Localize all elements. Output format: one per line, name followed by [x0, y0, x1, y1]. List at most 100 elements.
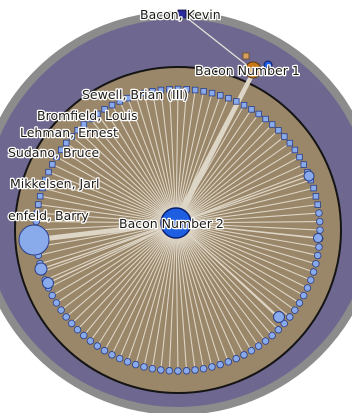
ring-node[interactable] — [33, 209, 41, 217]
ring-node-large[interactable] — [34, 262, 48, 276]
ring-node[interactable] — [115, 354, 124, 363]
ring-node[interactable] — [183, 86, 190, 93]
ring-node[interactable] — [312, 260, 320, 268]
ring-node[interactable] — [295, 299, 304, 307]
ring-node[interactable] — [52, 299, 61, 307]
ring-node[interactable] — [57, 306, 65, 314]
ring-node[interactable] — [45, 168, 52, 176]
ring-node[interactable] — [123, 358, 132, 366]
ring-node[interactable] — [291, 146, 299, 154]
ring-node-large[interactable] — [42, 277, 54, 289]
ring-node[interactable] — [224, 358, 232, 366]
ring-node[interactable] — [166, 86, 173, 93]
ring-node[interactable] — [269, 121, 276, 128]
ring-node[interactable] — [300, 291, 308, 300]
ring-node[interactable] — [255, 110, 262, 118]
ring-node[interactable] — [67, 319, 76, 328]
ring-node[interactable] — [315, 209, 323, 217]
ring-node[interactable] — [281, 133, 288, 140]
ring-node[interactable] — [240, 351, 248, 359]
ring-node[interactable] — [140, 363, 148, 371]
ring-node[interactable] — [303, 284, 312, 292]
ring-node[interactable] — [232, 354, 240, 363]
ring-node[interactable] — [63, 139, 70, 147]
ring-node[interactable] — [233, 98, 240, 105]
ring-node[interactable] — [36, 192, 44, 200]
ring-node[interactable] — [312, 193, 320, 200]
ring-node[interactable] — [254, 342, 263, 350]
ring-node[interactable] — [42, 176, 49, 184]
ring-node[interactable] — [53, 153, 60, 161]
ring-node[interactable] — [225, 94, 232, 102]
ring-node[interactable] — [73, 325, 82, 334]
ring-node[interactable] — [268, 331, 276, 340]
ring-node[interactable] — [248, 106, 255, 113]
ring-node[interactable] — [35, 201, 42, 208]
ring-node[interactable] — [157, 366, 165, 374]
ring-node[interactable] — [157, 86, 165, 94]
ring-node[interactable] — [310, 184, 317, 192]
ring-node[interactable] — [199, 365, 208, 373]
ring-node[interactable] — [132, 92, 140, 99]
ring-node[interactable] — [280, 319, 288, 328]
ring-node[interactable] — [314, 201, 321, 208]
ring-node-large[interactable] — [273, 311, 285, 323]
ring-node[interactable] — [140, 89, 148, 97]
ring-node[interactable] — [48, 291, 56, 300]
bacon-number-2-hub[interactable] — [160, 207, 192, 239]
ring-node[interactable] — [62, 313, 70, 321]
bacon-number-1-peer-node[interactable] — [263, 60, 273, 70]
ring-node[interactable] — [182, 367, 191, 375]
ring-node[interactable] — [49, 161, 56, 168]
ring-node[interactable] — [208, 89, 216, 97]
ring-node[interactable] — [174, 367, 182, 375]
ring-node[interactable] — [316, 226, 324, 234]
ring-node[interactable] — [86, 337, 95, 345]
ring-node[interactable] — [74, 127, 81, 134]
ring-node[interactable] — [191, 366, 199, 374]
ring-node[interactable] — [57, 146, 65, 154]
ring-node[interactable] — [313, 251, 322, 260]
ring-node[interactable] — [309, 268, 318, 276]
ring-node[interactable] — [148, 364, 157, 373]
ring-node[interactable] — [174, 85, 182, 93]
ring-node[interactable] — [286, 139, 294, 147]
ring-node[interactable] — [296, 153, 303, 161]
ring-node[interactable] — [80, 331, 88, 340]
ring-node-large[interactable] — [303, 170, 315, 182]
ring-node[interactable] — [208, 363, 216, 371]
ring-node[interactable] — [262, 115, 269, 123]
ring-node[interactable] — [240, 101, 248, 109]
ring-node[interactable] — [191, 86, 199, 94]
ring-node[interactable] — [100, 346, 109, 355]
ring-node[interactable] — [291, 306, 299, 314]
ring-node[interactable] — [316, 217, 324, 226]
ring-node[interactable] — [149, 88, 156, 95]
ring-node[interactable] — [94, 110, 101, 118]
ring-node[interactable] — [131, 360, 140, 369]
ring-node[interactable] — [124, 94, 131, 102]
ring-node[interactable] — [68, 133, 75, 140]
kevin-bacon-root-node[interactable] — [177, 9, 187, 19]
ring-node[interactable] — [261, 337, 270, 345]
ring-node[interactable] — [108, 351, 116, 359]
ring-node[interactable] — [274, 326, 283, 334]
bacon-number-1-node[interactable] — [244, 61, 262, 79]
ring-node[interactable] — [217, 92, 224, 99]
ring-node-large[interactable] — [313, 233, 323, 243]
ring-node[interactable] — [300, 161, 307, 168]
ring-node[interactable] — [39, 184, 46, 192]
ring-node[interactable] — [275, 127, 282, 134]
ring-node[interactable] — [200, 88, 207, 95]
ring-node[interactable] — [116, 98, 123, 105]
ring-node[interactable] — [286, 313, 294, 321]
ring-node[interactable] — [101, 106, 108, 113]
ring-node[interactable] — [307, 276, 315, 284]
ring-node[interactable] — [165, 367, 174, 375]
ring-node[interactable] — [216, 360, 224, 369]
ring-node[interactable] — [108, 101, 116, 109]
ring-node-large[interactable] — [18, 224, 50, 256]
ring-node[interactable] — [315, 243, 323, 251]
small-square-node[interactable] — [242, 52, 250, 60]
ring-node[interactable] — [87, 115, 94, 123]
